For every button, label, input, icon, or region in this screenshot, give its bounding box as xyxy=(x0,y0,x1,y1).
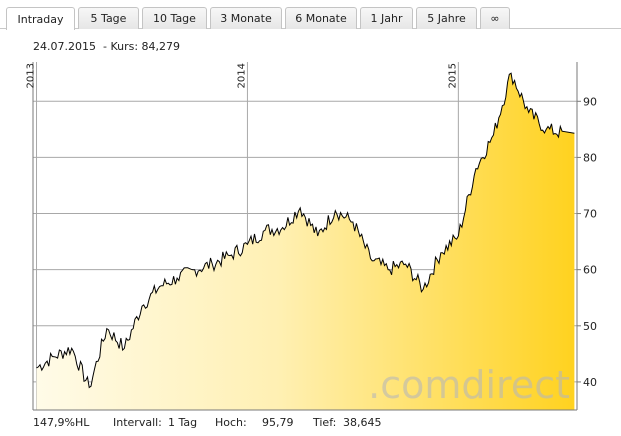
price-chart[interactable]: .comdirect 40 50 60 70 80 90 2013 2014 2015 xyxy=(0,55,621,415)
hl-value: 147,9%HL xyxy=(33,416,90,429)
tab-intraday[interactable]: Intraday xyxy=(6,7,75,30)
year-label: 2013 xyxy=(26,63,37,88)
chart-footer: 147,9%HL Intervall: 1 Tag Hoch: 95,79 Ti… xyxy=(0,416,621,434)
y-tick-label: 50 xyxy=(583,320,597,333)
quote-info: 24.07.2015 - Kurs: 84,279 xyxy=(33,40,180,53)
hoch-value: 95,79 xyxy=(262,416,294,429)
tab-1-jahr[interactable]: 1 Jahr xyxy=(360,7,413,29)
tab-10-tage[interactable]: 10 Tage xyxy=(142,7,207,29)
quote-kurs-value: 84,279 xyxy=(141,40,181,53)
year-label: 2015 xyxy=(447,63,458,88)
y-tick-label: 40 xyxy=(583,376,597,389)
y-tick-label: 80 xyxy=(583,151,597,164)
quote-kurs-label: - Kurs: xyxy=(102,40,139,53)
y-tick-label: 60 xyxy=(583,264,597,277)
price-line xyxy=(36,72,575,389)
chart-frame xyxy=(32,62,578,411)
intervall-value: 1 Tag xyxy=(168,416,198,429)
y-tick-label: 70 xyxy=(583,208,597,221)
comdirect-watermark: .comdirect xyxy=(368,363,570,407)
tief-label: Tief: xyxy=(313,416,337,429)
y-tick-label: 90 xyxy=(583,95,597,108)
tab-5-jahre[interactable]: 5 Jahre xyxy=(416,7,477,29)
year-labels: 2013 2014 2015 xyxy=(26,63,459,88)
y-axis-ticks: 40 50 60 70 80 90 xyxy=(577,95,597,389)
hoch-label: Hoch: xyxy=(215,416,247,429)
tab-max[interactable]: ∞ xyxy=(480,7,510,29)
tab-5-tage[interactable]: 5 Tage xyxy=(78,7,139,29)
year-label: 2014 xyxy=(236,63,247,88)
intervall-label: Intervall: xyxy=(113,416,162,429)
tief-value: 38,645 xyxy=(343,416,382,429)
tab-3-monate[interactable]: 3 Monate xyxy=(210,7,282,29)
quote-date: 24.07.2015 xyxy=(33,40,96,53)
tab-6-monate[interactable]: 6 Monate xyxy=(285,7,357,29)
price-area xyxy=(36,73,575,410)
